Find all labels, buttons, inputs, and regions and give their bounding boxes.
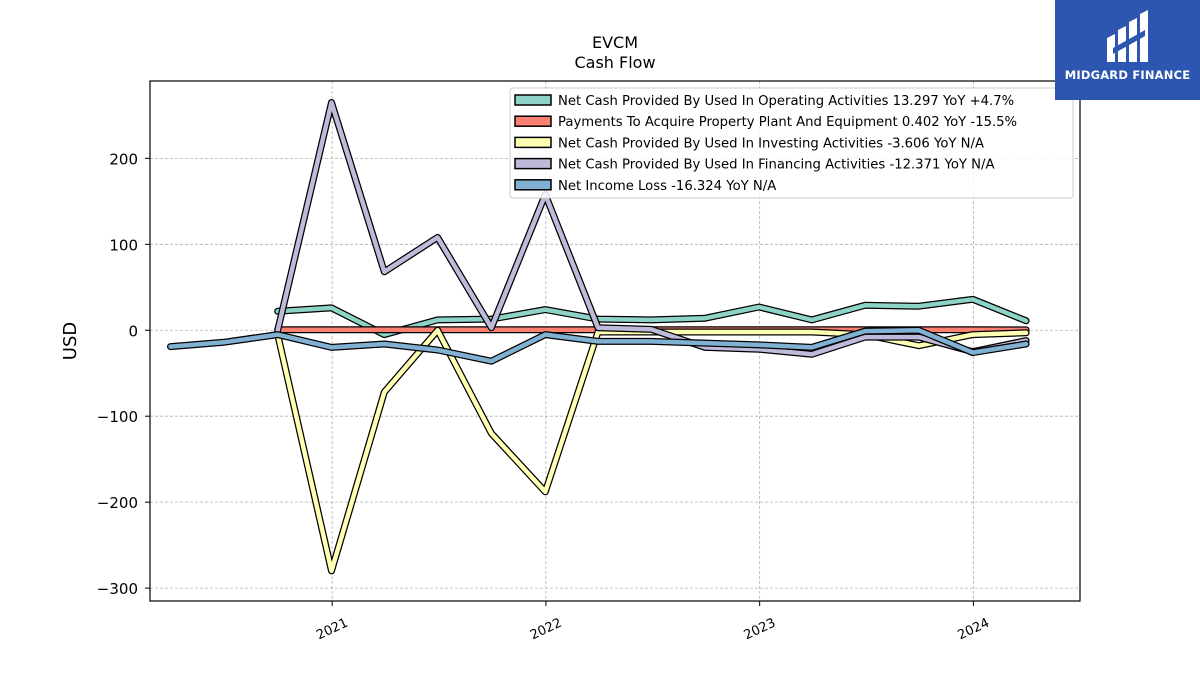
axes: 200 100 0 −100 −200 −300 2021 2022 2023 2024 bbox=[97, 150, 992, 643]
legend-box bbox=[509, 87, 1074, 199]
legend-entry: Net Cash Provided By Used In Investing A… bbox=[558, 136, 984, 151]
midgard-finance-logo: MIDGARD FINANCE bbox=[1055, 0, 1200, 100]
y-tick-label: 0 bbox=[128, 322, 138, 340]
y-tick-label: 100 bbox=[109, 236, 138, 254]
legend-swatch bbox=[514, 115, 552, 127]
plot-frame bbox=[149, 80, 1081, 602]
series-outline-2 bbox=[274, 326, 1030, 575]
legend: Net Cash Provided By Used In Operating A… bbox=[509, 87, 1074, 199]
legend-swatch bbox=[514, 136, 552, 149]
legend-entry: Net Cash Provided By Used In Financing A… bbox=[558, 158, 995, 173]
x-tick-label: 2023 bbox=[742, 616, 778, 644]
x-tick-label: 2024 bbox=[955, 616, 991, 644]
y-tick-label: −300 bbox=[97, 580, 138, 598]
legend-entry: Net Income Loss -16.324 YoY N/A bbox=[558, 179, 776, 194]
series-lines bbox=[167, 99, 1030, 575]
y-tick-label: −100 bbox=[97, 408, 138, 426]
logo-text: MIDGARD FINANCE bbox=[1064, 68, 1191, 82]
y-tick-label: 200 bbox=[109, 150, 138, 168]
series-line-4 bbox=[168, 328, 1029, 364]
legend-entry: Net Cash Provided By Used In Operating A… bbox=[558, 94, 1014, 109]
legend-entry: Payments To Acquire Property Plant And E… bbox=[558, 115, 1017, 130]
x-tick-label: 2021 bbox=[314, 616, 350, 644]
legend-swatch bbox=[514, 94, 552, 106]
y-axis-label: USD bbox=[60, 322, 81, 360]
y-tick-label: −200 bbox=[97, 494, 138, 512]
series-line-2 bbox=[275, 328, 1029, 574]
x-tick-label: 2022 bbox=[528, 616, 564, 644]
chart-title: EVCM bbox=[592, 33, 638, 52]
legend-swatch bbox=[514, 179, 552, 191]
legend-swatch bbox=[514, 157, 552, 170]
chart-subtitle: Cash Flow bbox=[574, 53, 655, 72]
logo-mark-icon bbox=[1107, 10, 1148, 62]
series-line-3 bbox=[275, 100, 1029, 357]
